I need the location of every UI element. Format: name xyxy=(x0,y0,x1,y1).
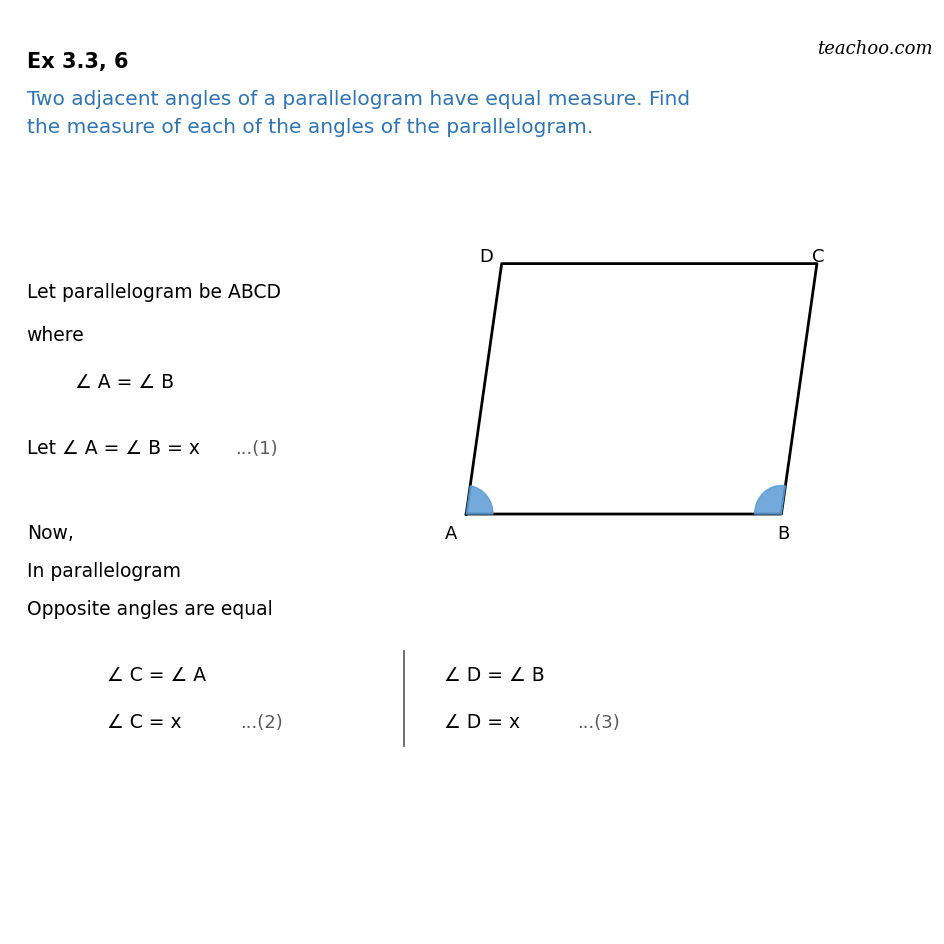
Text: Opposite angles are equal: Opposite angles are equal xyxy=(26,599,272,618)
Text: ∠ D = ∠ B: ∠ D = ∠ B xyxy=(444,666,544,684)
Text: teachoo.com: teachoo.com xyxy=(816,40,932,58)
Text: ...(2): ...(2) xyxy=(240,713,282,732)
Text: ∠ C = x: ∠ C = x xyxy=(107,713,181,732)
Text: Ex 3.3, 6: Ex 3.3, 6 xyxy=(26,52,128,72)
Text: Two adjacent angles of a parallelogram have equal measure. Find
the measure of e: Two adjacent angles of a parallelogram h… xyxy=(26,90,689,137)
Text: Now,: Now, xyxy=(26,524,74,543)
Text: B: B xyxy=(776,524,788,543)
Text: In parallelogram: In parallelogram xyxy=(26,562,180,581)
Text: C: C xyxy=(812,247,824,266)
Text: where: where xyxy=(26,326,84,345)
Wedge shape xyxy=(465,486,493,514)
Text: A: A xyxy=(445,524,457,543)
Text: ∠ D = x: ∠ D = x xyxy=(444,713,519,732)
Text: Let parallelogram be ABCD: Let parallelogram be ABCD xyxy=(26,283,280,302)
Text: ...(3): ...(3) xyxy=(577,713,619,732)
Text: ∠ A = ∠ B: ∠ A = ∠ B xyxy=(76,373,175,392)
Text: ∠ C = ∠ A: ∠ C = ∠ A xyxy=(107,666,206,684)
Wedge shape xyxy=(754,486,784,514)
Text: Let ∠ A = ∠ B = x: Let ∠ A = ∠ B = x xyxy=(26,439,199,458)
Text: D: D xyxy=(480,247,493,266)
Text: ...(1): ...(1) xyxy=(235,439,278,458)
